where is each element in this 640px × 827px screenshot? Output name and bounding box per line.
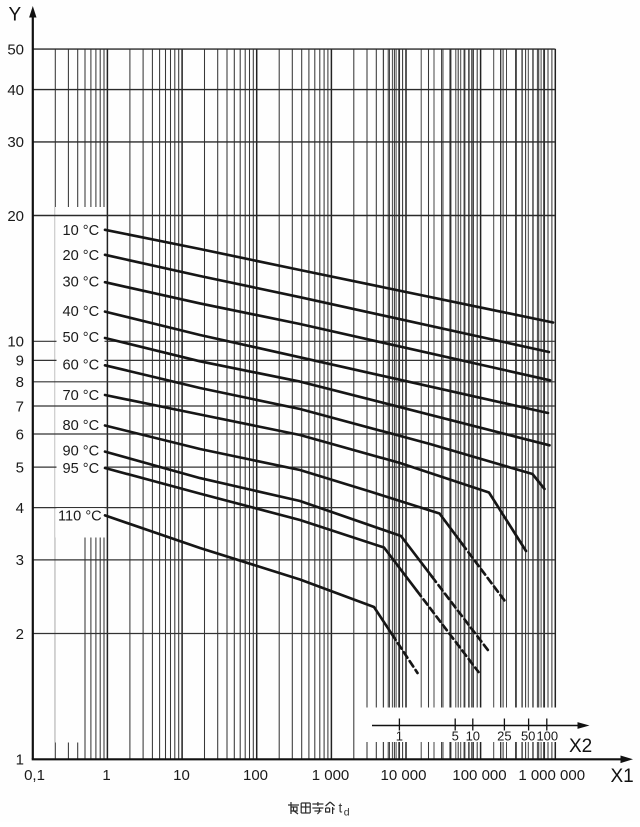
svg-text:0,1: 0,1 xyxy=(24,767,45,784)
svg-text:100 000: 100 000 xyxy=(452,767,506,784)
svg-text:110 °C: 110 °C xyxy=(58,509,102,525)
svg-text:40: 40 xyxy=(7,82,24,99)
svg-text:9: 9 xyxy=(16,353,24,370)
svg-text:50: 50 xyxy=(521,729,535,744)
svg-text:70 °C: 70 °C xyxy=(63,388,100,404)
svg-text:5: 5 xyxy=(452,729,459,744)
svg-text:1 000 000: 1 000 000 xyxy=(518,767,585,784)
svg-text:20 °C: 20 °C xyxy=(63,248,100,264)
svg-text:1: 1 xyxy=(16,752,24,769)
svg-text:40 °C: 40 °C xyxy=(63,304,100,320)
svg-text:60 °C: 60 °C xyxy=(63,357,100,373)
svg-text:5: 5 xyxy=(16,459,24,476)
svg-text:3: 3 xyxy=(16,552,24,569)
svg-text:t: t xyxy=(339,801,343,816)
svg-text:Y: Y xyxy=(9,5,22,26)
svg-text:80 °C: 80 °C xyxy=(63,418,100,434)
svg-text:X1: X1 xyxy=(611,766,634,787)
svg-text:100: 100 xyxy=(243,767,268,784)
svg-text:8: 8 xyxy=(16,374,24,391)
svg-text:30 °C: 30 °C xyxy=(63,274,100,290)
svg-text:10: 10 xyxy=(173,767,190,784)
svg-text:10: 10 xyxy=(7,334,24,351)
svg-text:90 °C: 90 °C xyxy=(63,444,100,460)
svg-text:d: d xyxy=(344,807,350,819)
svg-text:6: 6 xyxy=(16,426,24,443)
svg-text:4: 4 xyxy=(16,500,24,517)
svg-text:X2: X2 xyxy=(569,736,592,757)
svg-text:2: 2 xyxy=(16,626,24,643)
svg-text:25: 25 xyxy=(497,729,511,744)
svg-text:30: 30 xyxy=(7,134,24,151)
svg-text:10 000: 10 000 xyxy=(381,767,427,784)
svg-text:1: 1 xyxy=(102,767,110,784)
svg-text:95 °C: 95 °C xyxy=(63,461,100,477)
svg-text:1: 1 xyxy=(396,729,403,744)
svg-text:100: 100 xyxy=(536,729,558,744)
svg-text:7: 7 xyxy=(16,398,24,415)
svg-text:20: 20 xyxy=(7,208,24,225)
svg-text:10 °C: 10 °C xyxy=(63,223,100,239)
svg-text:50: 50 xyxy=(7,41,24,58)
svg-text:1 000: 1 000 xyxy=(312,767,350,784)
svg-text:50 °C: 50 °C xyxy=(63,330,100,346)
svg-text:10: 10 xyxy=(466,729,480,744)
